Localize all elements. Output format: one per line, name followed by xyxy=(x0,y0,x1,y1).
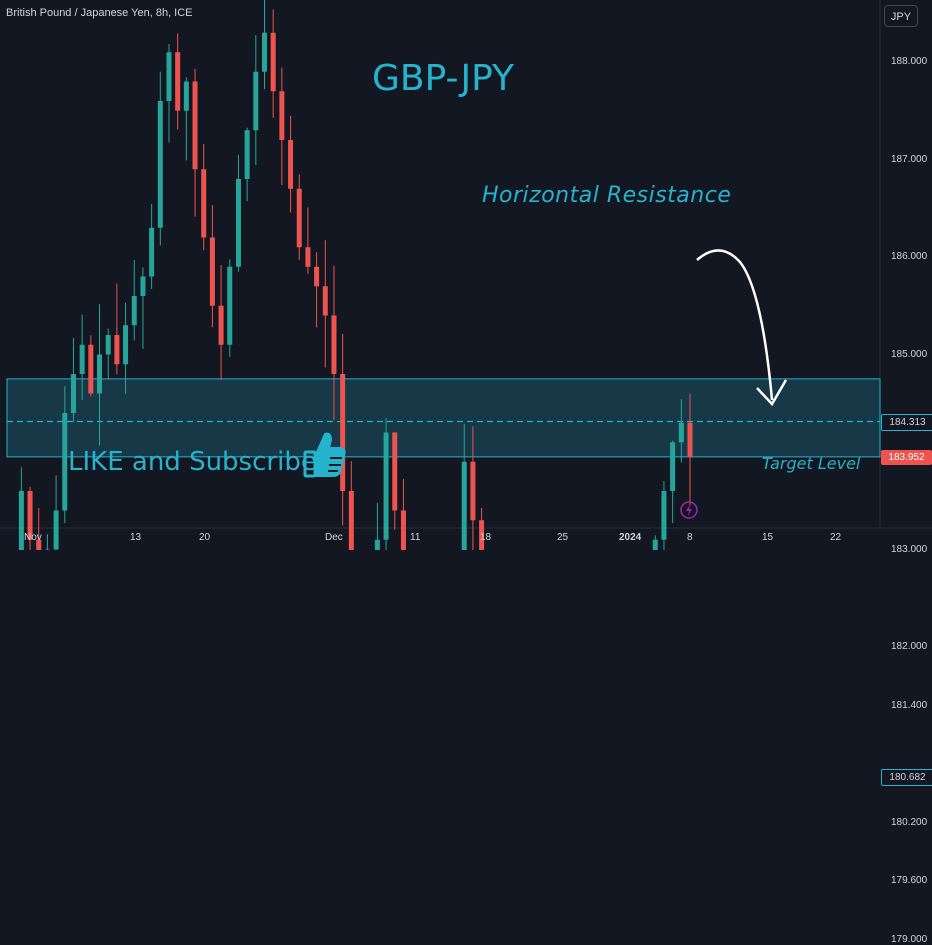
x-tick-label: 20 xyxy=(199,532,211,543)
y-tick-label: 181.400 xyxy=(891,699,928,711)
chart-title: British Pound / Japanese Yen, 8h, ICE xyxy=(6,7,193,19)
candle-body xyxy=(244,130,250,179)
y-tick-label: 180.200 xyxy=(891,816,928,828)
x-tick-label: 18 xyxy=(480,532,492,543)
x-tick-label: Dec xyxy=(325,532,343,543)
candle-body xyxy=(123,325,129,365)
arrow-head xyxy=(756,379,788,407)
candle-body xyxy=(687,422,693,457)
y-tick-label: 179.600 xyxy=(891,875,928,886)
candle-body xyxy=(262,32,268,72)
candle-body xyxy=(149,227,155,277)
candle-body xyxy=(192,81,198,170)
curved-arrow-icon xyxy=(696,249,774,401)
candle-body xyxy=(166,52,172,101)
y-tick-label: 182.000 xyxy=(891,641,928,652)
candle-body xyxy=(652,539,658,550)
candle-body xyxy=(88,344,94,394)
candle-body xyxy=(235,179,241,267)
candle-body xyxy=(374,539,380,550)
price-tag: 183.952 xyxy=(881,449,932,465)
candle-body xyxy=(322,286,328,316)
candle-body xyxy=(227,266,233,345)
candle-body xyxy=(140,276,146,296)
candle-body xyxy=(296,188,302,248)
x-tick-label: 2024 xyxy=(619,532,642,543)
candle-body xyxy=(131,296,137,326)
candle-body xyxy=(392,432,398,511)
candle-body xyxy=(18,491,24,550)
y-tick-label: 188.000 xyxy=(891,56,928,67)
candle-body xyxy=(678,422,684,443)
candle-body xyxy=(661,491,667,540)
candle-body xyxy=(314,266,320,287)
candle-body xyxy=(62,413,68,511)
y-tick-label: 186.000 xyxy=(891,251,928,262)
x-tick-label: 8 xyxy=(687,532,693,543)
price-chart[interactable] xyxy=(0,0,932,550)
x-tick-label: 13 xyxy=(130,532,142,543)
lightning-icon[interactable] xyxy=(680,501,698,519)
candle-body xyxy=(305,247,311,267)
candle-body xyxy=(105,335,111,355)
candle-body xyxy=(175,52,181,111)
candle-body xyxy=(470,461,476,521)
candle-body xyxy=(348,491,354,550)
target-level-annotation: Target Level xyxy=(762,454,861,473)
symbol-annotation: GBP-JPY xyxy=(372,58,515,99)
candle-body xyxy=(79,344,85,374)
candle-body xyxy=(270,32,276,92)
currency-button[interactable]: JPY xyxy=(884,5,918,27)
candle-body xyxy=(157,101,163,228)
x-tick-label: 22 xyxy=(830,532,842,543)
y-tick-label: 187.000 xyxy=(891,153,928,165)
candle-body xyxy=(97,354,103,394)
thumbs-up-icon xyxy=(303,432,346,478)
candle-body xyxy=(53,510,59,550)
candle-body xyxy=(70,374,76,413)
candle-body xyxy=(114,335,120,365)
candle-body xyxy=(279,91,285,140)
x-tick-label: 25 xyxy=(557,532,569,543)
candle-body xyxy=(209,237,215,306)
candle-body xyxy=(400,510,406,550)
x-tick-label: Nov xyxy=(24,532,42,543)
resistance-zone xyxy=(6,378,881,458)
price-tag: 180.682 xyxy=(881,768,932,786)
candle-body xyxy=(340,374,346,491)
candle-body xyxy=(670,442,676,491)
x-tick-label: 11 xyxy=(410,532,421,543)
x-tick-label: 15 xyxy=(762,532,774,543)
y-tick-label: 179.000 xyxy=(891,933,928,945)
candle-body xyxy=(331,315,337,374)
price-tag: 184.313 xyxy=(881,414,932,432)
candle-body xyxy=(201,169,207,238)
candle-body xyxy=(461,461,467,550)
like-subscribe-annotation: LIKE and Subscribe xyxy=(68,447,317,477)
candle-body xyxy=(383,432,389,540)
candle-body xyxy=(218,305,224,345)
candle-body xyxy=(183,81,189,111)
candle-body xyxy=(36,539,42,550)
resistance-annotation: Horizontal Resistance xyxy=(482,183,732,208)
candle-body xyxy=(288,140,294,189)
candle-body xyxy=(479,520,485,550)
candle-body xyxy=(253,71,259,131)
y-tick-label: 185.000 xyxy=(891,348,928,360)
y-tick-label: 183.000 xyxy=(891,543,928,555)
candle-body xyxy=(27,491,33,540)
